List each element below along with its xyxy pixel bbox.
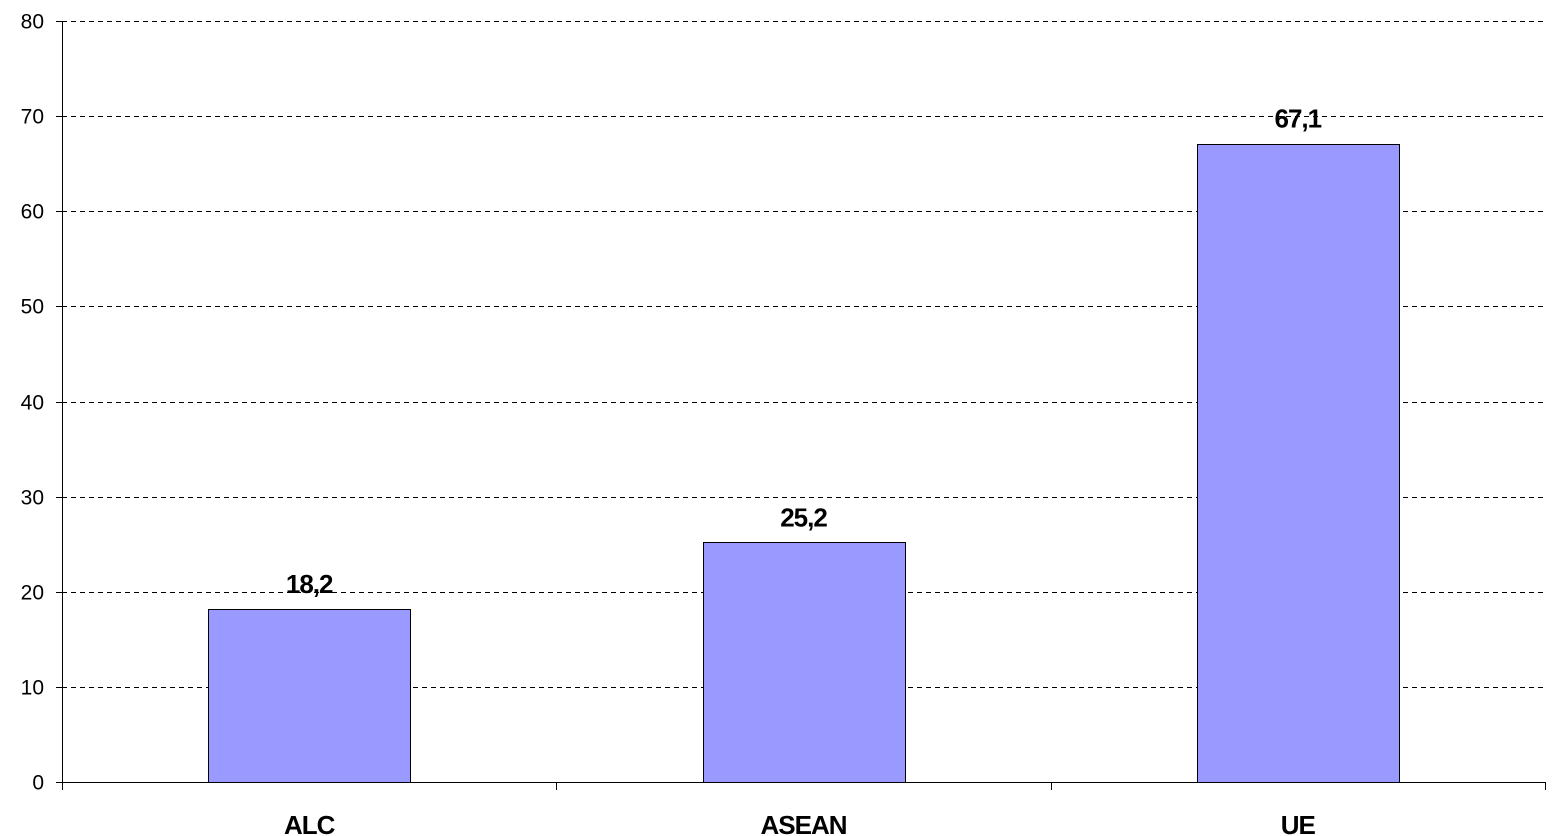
axes [56,21,1546,790]
y-tick-label: 60 [21,201,44,224]
y-tick-label: 20 [21,582,44,605]
x-tick-label: ALC [284,810,336,836]
bar-ue [1197,144,1400,783]
y-tick-label: 80 [21,11,44,34]
y-tick-label: 50 [21,296,44,319]
data-label: 25,2 [780,502,827,532]
bar-asean [703,542,906,783]
bar-alc [208,609,411,783]
x-tick-label: ASEAN [760,810,846,836]
x-tick-label: UE [1281,810,1316,836]
y-tick-label: 0 [32,772,44,795]
y-tick-label: 40 [21,392,44,415]
data-label: 67,1 [1275,104,1322,134]
y-tick-label: 70 [21,106,44,129]
gridlines [62,21,1545,688]
y-tick-label: 30 [21,487,44,510]
labels: 0 10 20 30 40 50 60 70 80 18,2 ALC 25,2 ASEAN 67,1 UE [21,11,1323,836]
bars [208,144,1400,783]
data-label: 18,2 [286,569,333,599]
y-tick-label: 10 [21,677,44,700]
